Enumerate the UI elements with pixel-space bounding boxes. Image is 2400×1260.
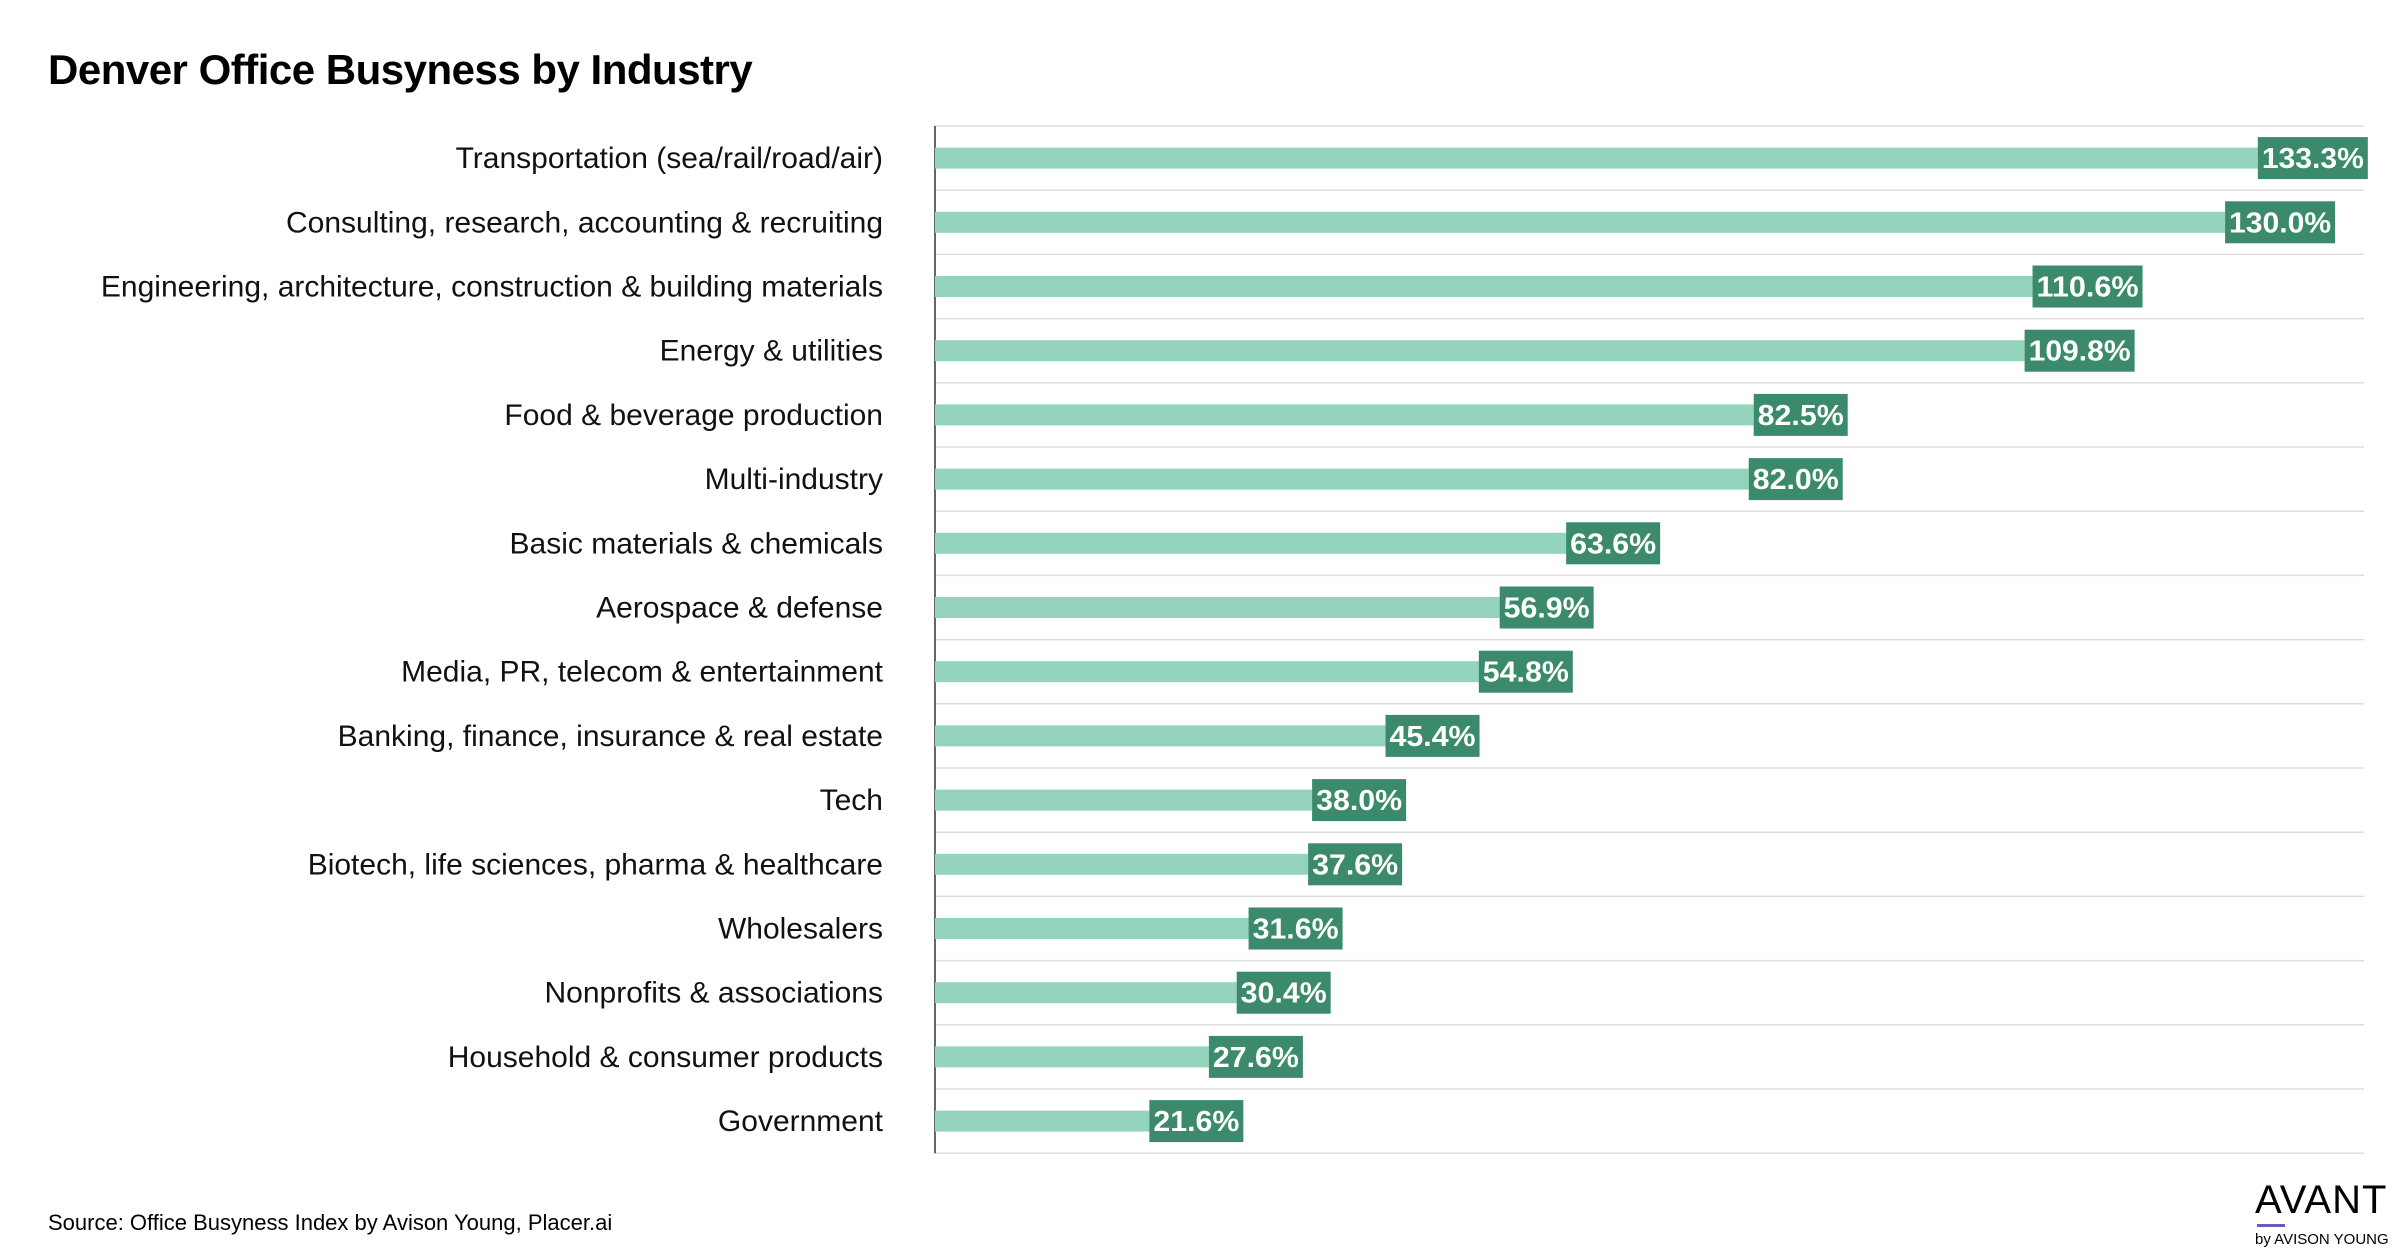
- data-label: 109.8%: [2029, 336, 2131, 368]
- category-label: Multi-industry: [705, 463, 883, 496]
- data-label-box: [2024, 329, 2135, 372]
- bar: [935, 211, 2226, 233]
- data-label: 21.6%: [1153, 1106, 1239, 1138]
- data-label: 63.6%: [1570, 528, 1656, 560]
- bar: [935, 661, 1479, 683]
- data-label-box: [1149, 1100, 1244, 1143]
- data-label: 27.6%: [1213, 1042, 1299, 1074]
- data-label: 31.6%: [1253, 914, 1339, 946]
- category-label: Energy & utilities: [660, 335, 883, 368]
- bar: [935, 340, 2025, 362]
- bar: [935, 1110, 1150, 1132]
- data-label-box: [1478, 650, 1573, 693]
- bar: [935, 853, 1309, 875]
- data-label-box: [1248, 907, 1343, 950]
- logo-accent-bar: [2257, 1224, 2285, 1227]
- data-label-box: [1499, 586, 1594, 629]
- data-label-box: [1308, 843, 1403, 886]
- data-label: 38.0%: [1316, 785, 1402, 817]
- data-label: 130.0%: [2229, 207, 2331, 239]
- data-label: 56.9%: [1504, 593, 1590, 625]
- data-label: 133.3%: [2262, 143, 2364, 175]
- bar: [935, 276, 2033, 297]
- data-label: 30.4%: [1241, 978, 1327, 1010]
- data-label: 37.6%: [1312, 849, 1398, 881]
- data-label-box: [1566, 522, 1661, 565]
- bar: [935, 597, 1500, 618]
- data-label: 45.4%: [1390, 721, 1476, 753]
- bar: [935, 1046, 1209, 1068]
- data-label-box: [1753, 393, 1848, 436]
- avant-logo: AVANT by AVISON YOUNG: [2255, 1180, 2395, 1248]
- data-label-box: [2032, 265, 2143, 308]
- data-label-box: [2225, 201, 2336, 244]
- data-label-box: [1236, 971, 1331, 1014]
- category-label: Biotech, life sciences, pharma & healthc…: [308, 848, 883, 881]
- bar: [935, 468, 1749, 490]
- bar: [935, 725, 1386, 747]
- source-note: Source: Office Busyness Index by Avison …: [48, 1210, 613, 1235]
- category-label: Engineering, architecture, construction …: [101, 271, 883, 304]
- data-label-box: [1208, 1035, 1303, 1078]
- category-label: Wholesalers: [718, 913, 883, 946]
- bar: [935, 918, 1249, 939]
- data-label-box: [1748, 458, 1843, 501]
- bar: [935, 532, 1567, 554]
- bar: [935, 147, 2258, 169]
- category-label: Tech: [820, 784, 883, 817]
- category-label: Household & consumer products: [448, 1041, 883, 1074]
- bar: [935, 789, 1313, 811]
- bar: [935, 982, 1237, 1004]
- category-label: Consulting, research, accounting & recru…: [286, 206, 883, 239]
- category-label: Aerospace & defense: [596, 592, 883, 625]
- category-label: Banking, finance, insurance & real estat…: [338, 720, 883, 753]
- data-label: 82.5%: [1758, 400, 1844, 432]
- category-label: Food & beverage production: [504, 399, 883, 432]
- data-label-box: [2257, 137, 2368, 180]
- data-label: 54.8%: [1483, 657, 1569, 689]
- chart-title: Denver Office Busyness by Industry: [48, 46, 753, 93]
- category-label: Nonprofits & associations: [545, 977, 884, 1010]
- data-label: 110.6%: [2037, 272, 2139, 304]
- category-label: Government: [718, 1105, 884, 1138]
- category-label: Basic materials & chemicals: [510, 527, 883, 560]
- category-label: Media, PR, telecom & entertainment: [401, 656, 884, 689]
- bar: [935, 404, 1754, 426]
- data-label-box: [1312, 779, 1407, 822]
- data-label: 82.0%: [1753, 464, 1839, 496]
- category-label: Transportation (sea/rail/road/air): [456, 142, 883, 175]
- logo-main: AVANT: [2255, 1178, 2388, 1222]
- logo-sub: by AVISON YOUNG: [2255, 1231, 2389, 1248]
- data-label-box: [1385, 714, 1480, 757]
